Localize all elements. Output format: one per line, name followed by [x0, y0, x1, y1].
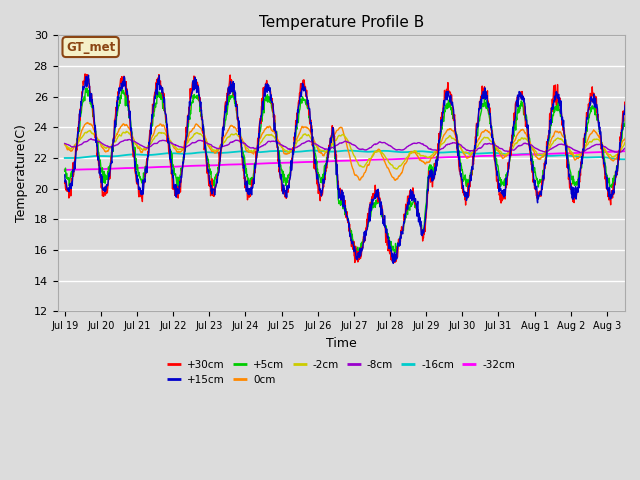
Legend: +30cm, +15cm, +5cm, 0cm, -2cm, -8cm, -16cm, -32cm: +30cm, +15cm, +5cm, 0cm, -2cm, -8cm, -16… [163, 355, 519, 389]
Y-axis label: Temperature(C): Temperature(C) [15, 124, 28, 222]
X-axis label: Time: Time [326, 336, 356, 349]
Title: Temperature Profile B: Temperature Profile B [259, 15, 424, 30]
Text: GT_met: GT_met [66, 40, 115, 53]
